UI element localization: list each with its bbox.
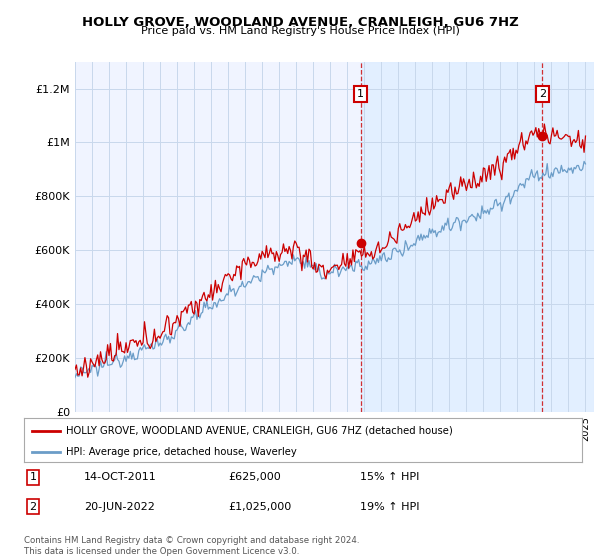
Text: 2: 2 [539, 89, 546, 99]
Text: 1: 1 [357, 89, 364, 99]
Bar [361, 62, 594, 412]
Text: Price paid vs. HM Land Registry's House Price Index (HPI): Price paid vs. HM Land Registry's House … [140, 26, 460, 36]
Text: 15% ↑ HPI: 15% ↑ HPI [360, 472, 419, 482]
Text: 14-OCT-2011: 14-OCT-2011 [84, 472, 157, 482]
Text: 2: 2 [29, 502, 37, 512]
Text: £625,000: £625,000 [228, 472, 281, 482]
Text: 1: 1 [29, 472, 37, 482]
Text: Contains HM Land Registry data © Crown copyright and database right 2024.
This d: Contains HM Land Registry data © Crown c… [24, 536, 359, 556]
Text: 19% ↑ HPI: 19% ↑ HPI [360, 502, 419, 512]
Text: £1,025,000: £1,025,000 [228, 502, 291, 512]
Text: 20-JUN-2022: 20-JUN-2022 [84, 502, 155, 512]
Text: HPI: Average price, detached house, Waverley: HPI: Average price, detached house, Wave… [66, 447, 296, 458]
Text: HOLLY GROVE, WOODLAND AVENUE, CRANLEIGH, GU6 7HZ (detached house): HOLLY GROVE, WOODLAND AVENUE, CRANLEIGH,… [66, 426, 452, 436]
Text: HOLLY GROVE, WOODLAND AVENUE, CRANLEIGH, GU6 7HZ: HOLLY GROVE, WOODLAND AVENUE, CRANLEIGH,… [82, 16, 518, 29]
